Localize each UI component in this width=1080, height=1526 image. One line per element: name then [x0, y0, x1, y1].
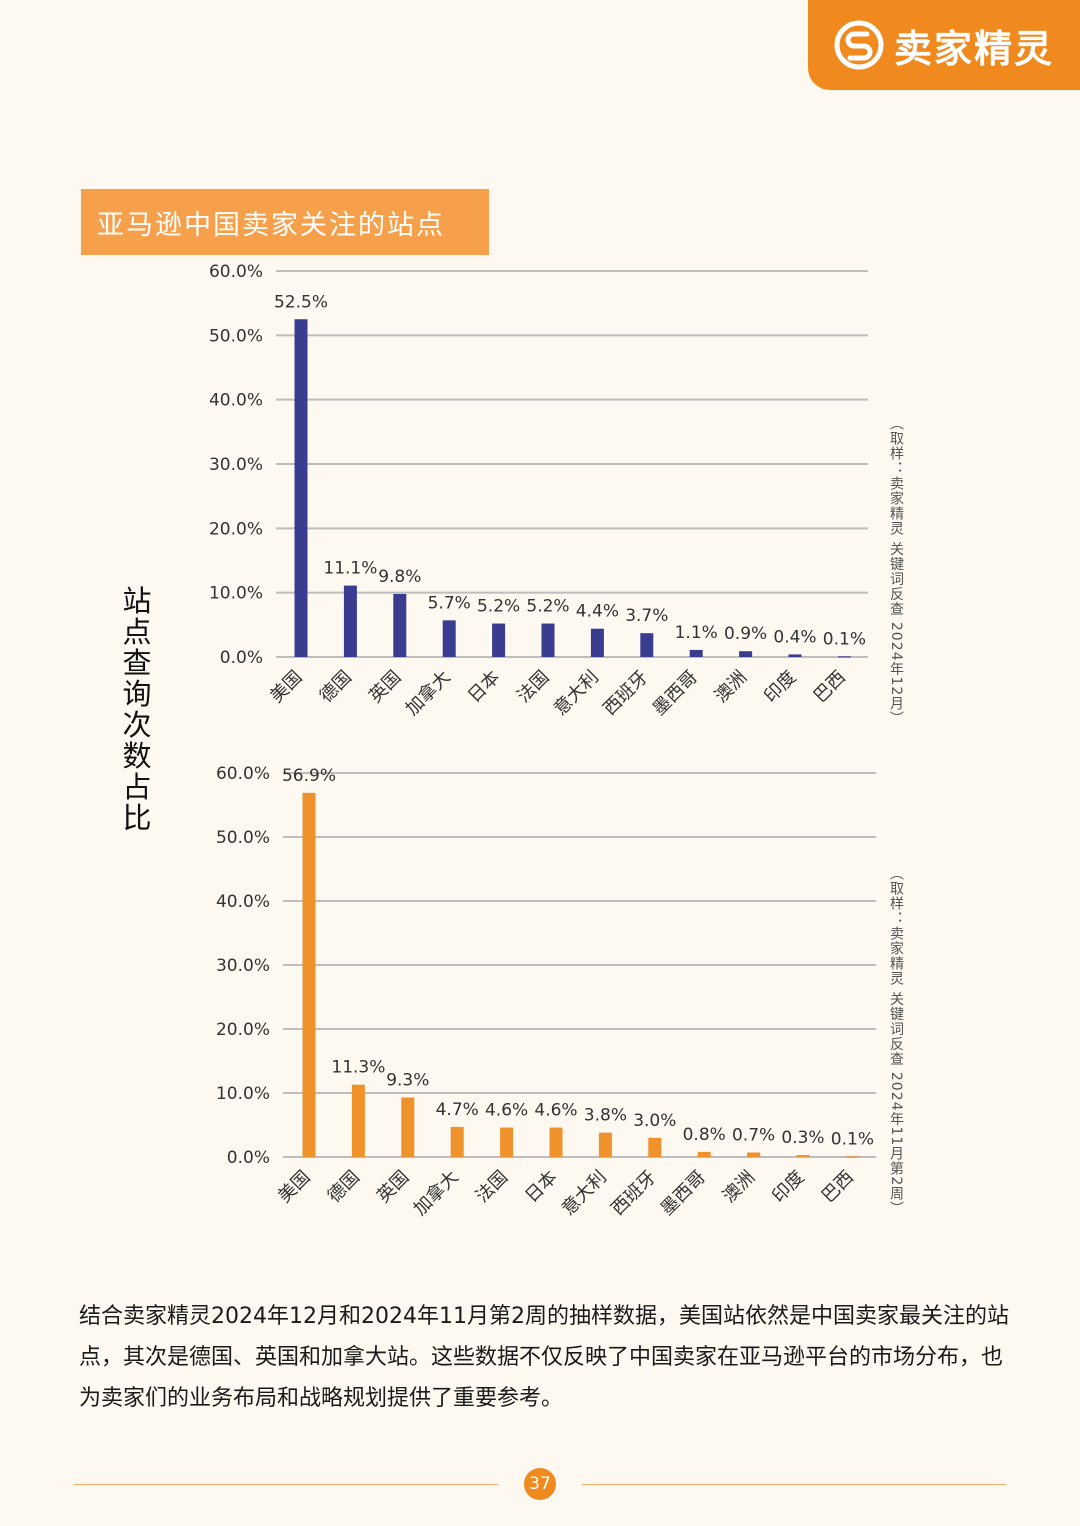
brand-name: 卖家精灵 [893, 26, 1054, 71]
y-tick-label: 40.0% [209, 391, 263, 411]
bar [640, 633, 654, 657]
x-tick-label: 法国 [472, 1167, 512, 1207]
bar [450, 1126, 464, 1157]
data-label: 3.7% [625, 606, 668, 626]
x-tick-label: 法国 [513, 667, 553, 707]
bar [393, 593, 407, 657]
data-label: 11.1% [323, 559, 377, 579]
brand-header: 卖家精灵 [808, 0, 1080, 90]
y-tick-label: 50.0% [216, 828, 270, 848]
bar [500, 1127, 514, 1157]
chart-november: 0.0% 10.0% 20.0% 30.0% 40.0% 50.0% 60.0% 56.9% 美… [216, 764, 876, 1220]
bar [492, 623, 506, 657]
bar [442, 620, 456, 657]
x-tick-label: 印度 [768, 1167, 808, 1207]
data-label: 5.2% [477, 597, 520, 617]
bar [796, 1155, 810, 1157]
brand-logo-icon [834, 20, 884, 70]
y-tick-label: 20.0% [209, 519, 263, 539]
bar [697, 1151, 711, 1157]
x-tick-label: 德国 [324, 1167, 364, 1207]
y-tick-label: 60.0% [216, 764, 270, 784]
x-tick-label: 西班牙 [607, 1167, 660, 1220]
data-label: 0.1% [831, 1129, 874, 1149]
bar [845, 1156, 859, 1158]
y-tick-label: 10.0% [209, 584, 263, 604]
y-tick-label: 40.0% [216, 892, 270, 912]
bar [648, 1137, 662, 1157]
data-label: 9.8% [378, 567, 421, 587]
bar [549, 1127, 563, 1157]
data-label: 5.7% [428, 593, 471, 613]
data-label: 4.6% [485, 1101, 528, 1121]
x-tick-label: 日本 [464, 667, 504, 707]
data-label: 1.1% [675, 623, 718, 643]
x-tick-label: 美国 [266, 667, 306, 707]
y-tick-label: 30.0% [209, 455, 263, 475]
x-tick-label: 巴西 [810, 667, 850, 707]
x-tick-label: 墨西哥 [657, 1167, 710, 1220]
x-tick-label: 意大利 [550, 667, 603, 720]
x-tick-label: 英国 [365, 667, 405, 707]
footer-divider-left [74, 1484, 498, 1485]
data-label: 4.7% [436, 1100, 479, 1120]
data-label: 0.1% [823, 629, 866, 649]
x-tick-label: 印度 [760, 667, 800, 707]
data-label: 4.6% [534, 1101, 577, 1121]
bar [294, 319, 308, 657]
bar [837, 656, 851, 658]
bar [739, 651, 753, 657]
data-label: 11.3% [331, 1058, 385, 1078]
body-paragraph: 结合卖家精灵2024年12月和2024年11月第2周的抽样数据，美国站依然是中国… [79, 1304, 1009, 1411]
bar [598, 1132, 612, 1157]
y-tick-label: 0.0% [220, 648, 263, 668]
data-label: 0.9% [724, 624, 767, 644]
data-label: 0.3% [781, 1128, 824, 1148]
chart-november-source: （取样：卖家精灵 关键词反查 2024年11月第2周） [888, 866, 904, 1217]
bar [788, 654, 802, 657]
y-tick-label: 60.0% [209, 262, 263, 282]
data-label: 0.7% [732, 1126, 775, 1146]
data-label: 0.4% [773, 627, 816, 647]
footer-divider-right [582, 1484, 1006, 1485]
data-label: 0.8% [683, 1125, 726, 1145]
x-tick-label: 澳洲 [711, 667, 751, 707]
x-tick-label: 意大利 [558, 1167, 611, 1220]
bar [590, 628, 604, 657]
bar [401, 1097, 415, 1157]
bar [343, 585, 357, 657]
data-label: 56.9% [282, 766, 336, 786]
x-tick-label: 加拿大 [401, 666, 455, 720]
bar [747, 1152, 761, 1157]
chart-december: 0.0% 10.0% 20.0% 30.0% 40.0% 50.0% 60.0% 52.5% 美… [209, 262, 868, 720]
bar [302, 792, 316, 1157]
y-tick-label: 30.0% [216, 956, 270, 976]
data-label: 3.0% [633, 1111, 676, 1131]
data-label: 9.3% [386, 1070, 429, 1090]
x-tick-label: 日本 [521, 1167, 561, 1207]
x-tick-label: 西班牙 [599, 667, 652, 720]
x-tick-label: 墨西哥 [649, 667, 702, 720]
x-tick-label: 澳洲 [719, 1167, 759, 1207]
data-label: 3.8% [584, 1106, 627, 1126]
chart-december-source: （取样：卖家精灵 关键词反查 2024年12月） [888, 416, 904, 727]
y-tick-label: 20.0% [216, 1020, 270, 1040]
bar [351, 1084, 365, 1157]
data-label: 4.4% [576, 602, 619, 622]
y-axis-title: 站点查询次数占比 [122, 584, 152, 835]
data-label: 5.2% [526, 597, 569, 617]
x-tick-label: 美国 [274, 1167, 314, 1207]
data-label: 52.5% [274, 292, 328, 312]
y-tick-label: 10.0% [216, 1084, 270, 1104]
y-tick-label: 0.0% [227, 1148, 270, 1168]
section-title: 亚马逊中国卖家关注的站点 [81, 189, 489, 255]
x-tick-label: 巴西 [818, 1167, 858, 1207]
x-tick-label: 德国 [316, 667, 356, 707]
x-tick-label: 英国 [373, 1167, 413, 1207]
x-tick-label: 加拿大 [409, 1166, 463, 1220]
bar [689, 649, 703, 657]
y-tick-label: 50.0% [209, 326, 263, 346]
bar [541, 623, 555, 657]
page-number: 37 [524, 1468, 556, 1500]
